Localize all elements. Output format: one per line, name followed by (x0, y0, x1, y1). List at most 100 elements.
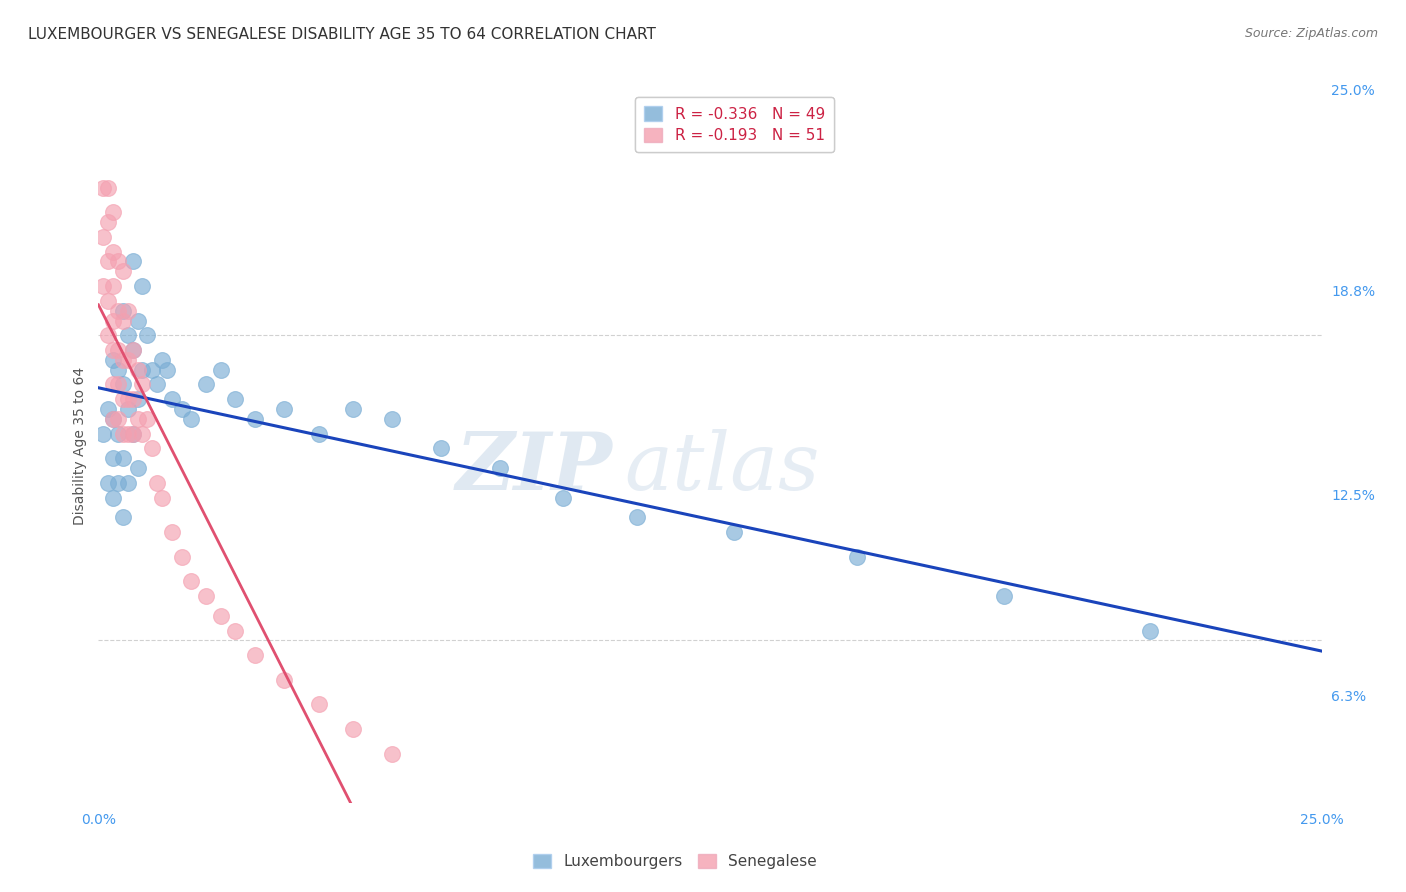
Point (101, 412, 124, 426)
Point (117, 426, 139, 441)
Point (626, 510, 648, 524)
Point (141, 362, 163, 376)
Point (180, 412, 202, 426)
Point (160, 392, 183, 407)
Point (107, 426, 129, 441)
Point (209, 608, 232, 623)
Point (97, 402, 120, 417)
Point (723, 525, 745, 540)
Point (150, 491, 173, 505)
Point (209, 362, 232, 376)
Point (224, 392, 246, 407)
Point (117, 352, 139, 367)
Point (97, 328, 120, 343)
Point (121, 426, 143, 441)
Point (97, 180, 120, 194)
Point (121, 343, 143, 357)
Point (107, 343, 129, 357)
Point (97, 215, 120, 229)
Point (273, 402, 295, 417)
Point (243, 412, 266, 426)
Point (131, 362, 153, 376)
Point (160, 525, 183, 540)
Point (91, 426, 114, 441)
Point (141, 442, 163, 456)
Point (308, 698, 330, 712)
Point (131, 426, 153, 441)
Point (308, 426, 330, 441)
Point (121, 426, 143, 441)
Point (101, 491, 124, 505)
Point (150, 352, 173, 367)
Point (91, 230, 114, 244)
Point (121, 343, 143, 357)
Point (117, 303, 139, 318)
Text: ZIP: ZIP (456, 429, 612, 506)
Point (101, 352, 124, 367)
Point (121, 254, 143, 268)
Point (1139, 624, 1161, 638)
Point (180, 574, 202, 589)
Point (107, 412, 129, 426)
Point (273, 673, 295, 687)
Point (430, 442, 453, 456)
Point (107, 475, 129, 490)
Point (993, 589, 1015, 603)
Point (97, 293, 120, 308)
Point (111, 426, 134, 441)
Point (127, 362, 149, 376)
Point (121, 392, 143, 407)
Point (101, 343, 124, 357)
Point (136, 328, 159, 343)
Point (553, 491, 575, 505)
Point (107, 377, 129, 392)
Point (170, 549, 193, 564)
Point (107, 362, 129, 376)
Text: LUXEMBOURGER VS SENEGALESE DISABILITY AGE 35 TO 64 CORRELATION CHART: LUXEMBOURGER VS SENEGALESE DISABILITY AG… (28, 27, 657, 42)
Point (845, 549, 868, 564)
Point (97, 475, 120, 490)
Point (107, 254, 129, 268)
Point (101, 205, 124, 219)
Point (117, 402, 139, 417)
Point (342, 722, 364, 736)
Point (91, 180, 114, 194)
Point (101, 412, 124, 426)
Point (195, 589, 218, 603)
Point (111, 392, 134, 407)
Point (136, 412, 159, 426)
Point (170, 402, 193, 417)
Point (117, 392, 139, 407)
Text: Source: ZipAtlas.com: Source: ZipAtlas.com (1244, 27, 1378, 40)
Point (111, 352, 134, 367)
Point (243, 648, 266, 662)
Point (224, 624, 246, 638)
Point (131, 377, 153, 392)
Point (127, 392, 149, 407)
Point (111, 264, 134, 278)
Point (101, 313, 124, 327)
Text: atlas: atlas (624, 429, 820, 506)
Point (101, 451, 124, 466)
Point (127, 313, 149, 327)
Legend: Luxembourgers, Senegalese: Luxembourgers, Senegalese (527, 847, 823, 875)
Legend: R = -0.336   N = 49, R = -0.193   N = 51: R = -0.336 N = 49, R = -0.193 N = 51 (636, 97, 834, 153)
Point (97, 254, 120, 268)
Point (146, 475, 169, 490)
Point (131, 279, 153, 293)
Point (127, 461, 149, 475)
Point (342, 402, 364, 417)
Point (117, 475, 139, 490)
Point (111, 313, 134, 327)
Point (91, 279, 114, 293)
Point (488, 461, 510, 475)
Point (111, 451, 134, 466)
Point (195, 377, 218, 392)
Point (146, 377, 169, 392)
Point (111, 377, 134, 392)
Point (107, 303, 129, 318)
Point (111, 510, 134, 524)
Point (117, 328, 139, 343)
Point (101, 244, 124, 259)
Point (101, 279, 124, 293)
